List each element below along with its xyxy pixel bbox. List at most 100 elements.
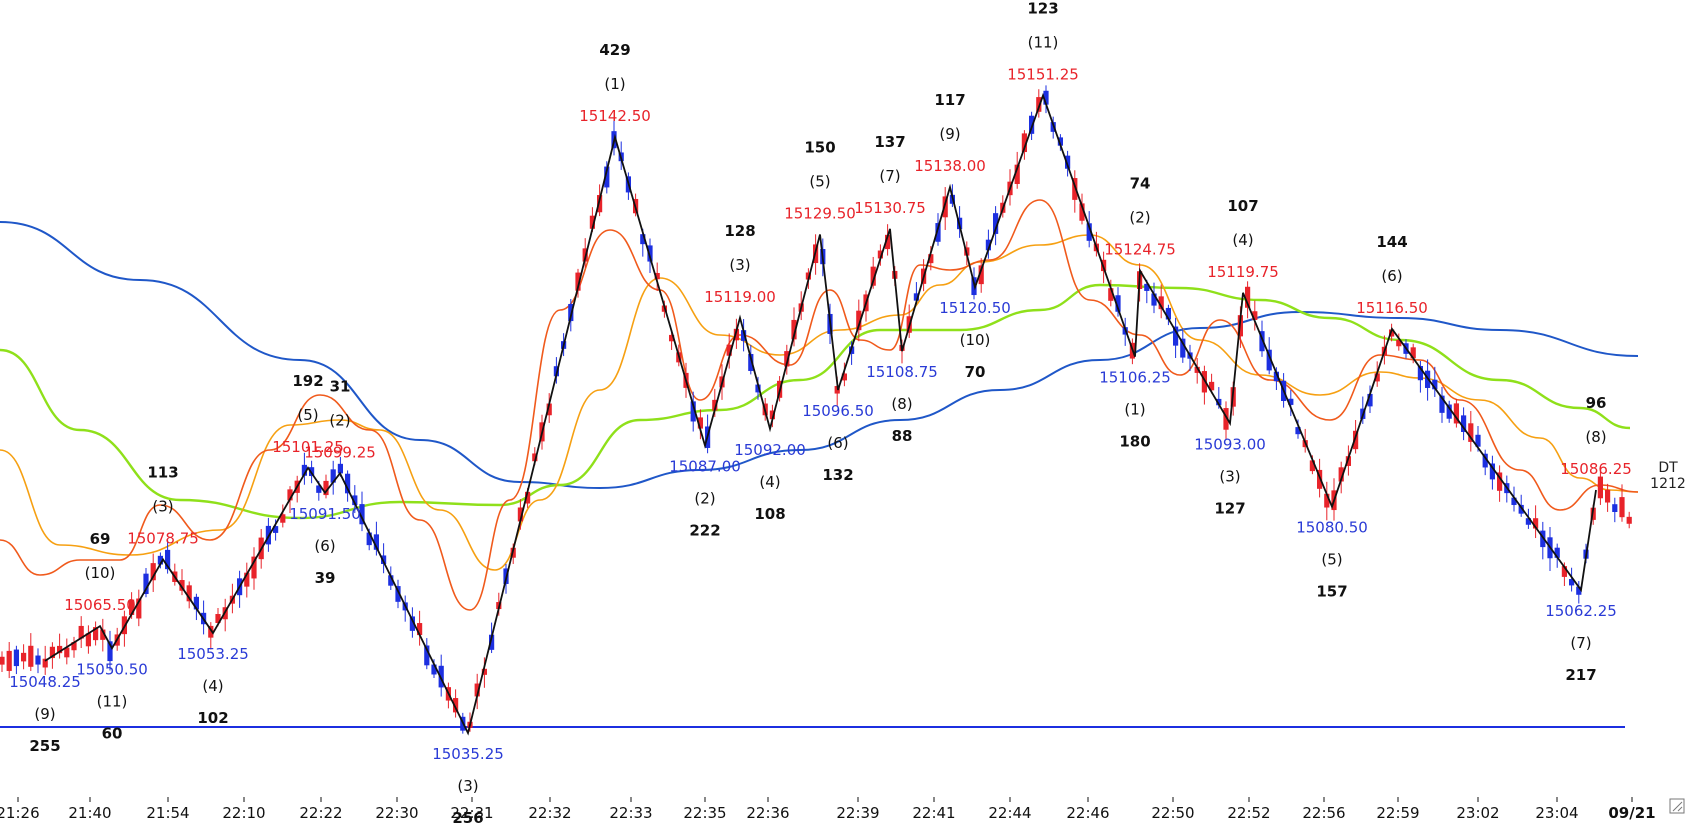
swing-low-price: 15096.50: [802, 402, 874, 420]
swing-low-price: 15108.75: [866, 363, 938, 381]
candle: [690, 391, 696, 432]
swing-count: 74: [1130, 175, 1151, 193]
x-tick-label: 21:54: [146, 804, 189, 822]
candle: [481, 657, 487, 688]
x-tick-label: 22:36: [746, 804, 789, 822]
swing-index: (11): [1028, 34, 1059, 52]
candle: [697, 409, 703, 440]
time-axis: 21:26 21:40 21:54 22:10 22:22 22:30 22:31 22:32…: [0, 797, 1656, 822]
candle: [1252, 300, 1258, 331]
candle: [575, 268, 581, 298]
swing-count: 180: [1119, 433, 1150, 451]
candle: [1439, 387, 1445, 423]
candle: [784, 344, 790, 375]
candle: [741, 319, 747, 352]
candle: [6, 641, 12, 679]
swing-count: 222: [689, 522, 720, 540]
candle: [208, 622, 214, 650]
candle: [13, 645, 19, 675]
swing-index: (5): [1321, 551, 1342, 569]
swing-high-price: 15138.00: [914, 157, 986, 175]
swing-low-price: 15035.25: [432, 745, 504, 763]
swing-count: 150: [804, 138, 835, 156]
resize-grip-icon[interactable]: [1669, 798, 1685, 814]
candle: [143, 568, 149, 598]
swing-count: 128: [724, 222, 755, 240]
x-tick-label: 22:46: [1066, 804, 1109, 822]
x-tick-label: 22:52: [1227, 804, 1270, 822]
swing-index: (6): [1381, 267, 1402, 285]
candle: [1410, 343, 1416, 364]
x-tick-label: 22:33: [609, 804, 652, 822]
swing-count: 102: [197, 709, 228, 727]
candle: [1497, 465, 1503, 502]
swing-count: 88: [892, 427, 913, 445]
candle: [517, 499, 523, 530]
candle: [100, 618, 106, 652]
candle: [1209, 373, 1215, 394]
swing-high-price: 15119.75: [1207, 263, 1279, 281]
swing-count: 256: [452, 809, 483, 825]
x-tick-label: 22:31: [450, 804, 493, 822]
swing-low-price: 15092.00: [734, 441, 806, 459]
x-tick-label: 23:04: [1535, 804, 1578, 822]
candle: [1626, 511, 1632, 529]
candle: [1569, 567, 1575, 592]
swing-count: 157: [1316, 583, 1347, 601]
candle: [78, 616, 84, 649]
x-tick-label: 22:50: [1151, 804, 1194, 822]
swing-high-price: 15130.75: [854, 199, 926, 217]
swing-index: (5): [297, 406, 318, 424]
swing-count: 70: [965, 363, 986, 381]
swing-count: 96: [1586, 394, 1607, 412]
candle: [856, 299, 862, 342]
swing-index: (1): [1124, 401, 1145, 419]
x-tick-label: 22:56: [1302, 804, 1345, 822]
x-tick-label: 22:30: [375, 804, 418, 822]
candle: [193, 593, 199, 621]
candle: [359, 491, 365, 532]
swing-low-price: 15080.50: [1296, 519, 1368, 537]
candle: [251, 547, 257, 590]
candle: [373, 521, 379, 556]
candle: [71, 636, 77, 658]
swing-index: (4): [1232, 231, 1253, 249]
candle: [1288, 389, 1294, 417]
zigzag-layer: [44, 92, 1597, 736]
swing-index: (3): [457, 777, 478, 795]
candle: [1396, 333, 1402, 351]
swing-count: 127: [1214, 499, 1245, 517]
swing-count: 144: [1376, 233, 1407, 251]
candle: [21, 644, 27, 670]
swing-index: (1): [604, 75, 625, 93]
candle: [755, 376, 761, 400]
candle: [179, 569, 185, 596]
candle: [1036, 89, 1042, 118]
x-tick-label: 22:32: [528, 804, 571, 822]
swing-index: (10): [85, 564, 116, 582]
x-tick-label: 22:39: [836, 804, 879, 822]
swing-count: 429: [599, 41, 630, 59]
candle: [1453, 399, 1459, 428]
candle: [1165, 304, 1171, 326]
candle: [978, 258, 984, 293]
swing-count: 69: [90, 530, 111, 548]
swing-count: 31: [330, 377, 351, 395]
swing-low-price: 15062.25: [1545, 602, 1617, 620]
candle: [35, 648, 41, 674]
swing-high-price: 15078.75: [127, 529, 199, 547]
swing-high-price: 15119.00: [704, 288, 776, 306]
candle: [1533, 505, 1539, 539]
swing-count: 113: [147, 463, 178, 481]
candle: [93, 621, 99, 646]
candle: [0, 651, 5, 673]
candle: [1079, 193, 1085, 225]
candle: [395, 579, 401, 609]
candle: [841, 362, 847, 387]
swing-count: 39: [315, 569, 336, 587]
candle: [1043, 85, 1049, 114]
swing-index: (2): [329, 411, 350, 429]
swing-low-price: 15091.50: [289, 505, 361, 523]
candle: [791, 307, 797, 347]
